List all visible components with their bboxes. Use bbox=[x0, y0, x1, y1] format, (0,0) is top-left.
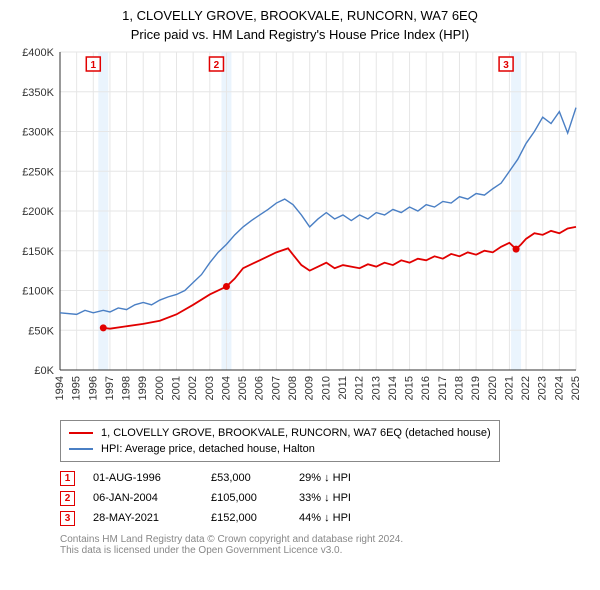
svg-text:£200K: £200K bbox=[22, 206, 54, 218]
title-subtitle: Price paid vs. HM Land Registry's House … bbox=[8, 27, 592, 42]
svg-text:2004: 2004 bbox=[220, 376, 232, 400]
footnote-marker: 3 bbox=[60, 511, 75, 526]
legend-swatch bbox=[69, 448, 93, 450]
svg-text:2011: 2011 bbox=[337, 376, 349, 400]
footnotes: 1 01-AUG-1996 £53,000 29% ↓ HPI 2 06-JAN-2004… bbox=[60, 468, 580, 528]
svg-text:2016: 2016 bbox=[420, 376, 432, 400]
svg-text:2006: 2006 bbox=[254, 376, 266, 400]
svg-text:2018: 2018 bbox=[453, 376, 465, 400]
footnote-date: 28-MAY-2021 bbox=[93, 512, 193, 524]
footnote-price: £105,000 bbox=[211, 492, 281, 504]
footnote-pct: 29% ↓ HPI bbox=[299, 472, 351, 484]
svg-text:£150K: £150K bbox=[22, 246, 54, 258]
svg-text:2017: 2017 bbox=[437, 376, 449, 400]
svg-text:2024: 2024 bbox=[553, 376, 565, 400]
svg-text:2019: 2019 bbox=[470, 376, 482, 400]
footnote-row: 3 28-MAY-2021 £152,000 44% ↓ HPI bbox=[60, 508, 580, 528]
footnote-marker: 1 bbox=[60, 471, 75, 486]
svg-text:2020: 2020 bbox=[487, 376, 499, 400]
footnote-date: 01-AUG-1996 bbox=[93, 472, 193, 484]
svg-text:£400K: £400K bbox=[22, 47, 54, 59]
chart-svg: £0K £50K £100K £150K £200K £250K £300K £350K £40… bbox=[8, 42, 592, 412]
svg-text:£300K: £300K bbox=[22, 127, 54, 139]
svg-text:2022: 2022 bbox=[520, 376, 532, 400]
attribution-line1: Contains HM Land Registry data © Crown c… bbox=[60, 534, 580, 545]
svg-text:2013: 2013 bbox=[370, 376, 382, 400]
legend-swatch bbox=[69, 432, 93, 434]
legend: 1, CLOVELLY GROVE, BROOKVALE, RUNCORN, W… bbox=[60, 420, 500, 462]
svg-text:2010: 2010 bbox=[320, 376, 332, 400]
footnote-row: 1 01-AUG-1996 £53,000 29% ↓ HPI bbox=[60, 468, 580, 488]
svg-text:£100K: £100K bbox=[22, 286, 54, 298]
svg-text:£50K: £50K bbox=[28, 325, 54, 337]
legend-label: 1, CLOVELLY GROVE, BROOKVALE, RUNCORN, W… bbox=[101, 427, 491, 439]
svg-text:2: 2 bbox=[214, 60, 220, 71]
svg-text:2025: 2025 bbox=[570, 376, 582, 400]
svg-text:2001: 2001 bbox=[171, 376, 183, 400]
svg-text:1996: 1996 bbox=[87, 376, 99, 400]
svg-text:2021: 2021 bbox=[503, 376, 515, 400]
svg-text:2000: 2000 bbox=[154, 376, 166, 400]
footnote-date: 06-JAN-2004 bbox=[93, 492, 193, 504]
svg-text:2014: 2014 bbox=[387, 376, 399, 400]
svg-text:2015: 2015 bbox=[404, 376, 416, 400]
title-address: 1, CLOVELLY GROVE, BROOKVALE, RUNCORN, W… bbox=[8, 8, 592, 23]
svg-text:1997: 1997 bbox=[104, 376, 116, 400]
footnote-price: £152,000 bbox=[211, 512, 281, 524]
svg-text:2002: 2002 bbox=[187, 376, 199, 400]
svg-text:1998: 1998 bbox=[121, 376, 133, 400]
footnote-row: 2 06-JAN-2004 £105,000 33% ↓ HPI bbox=[60, 488, 580, 508]
footnote-pct: 44% ↓ HPI bbox=[299, 512, 351, 524]
chart-title: 1, CLOVELLY GROVE, BROOKVALE, RUNCORN, W… bbox=[8, 8, 592, 42]
svg-text:1995: 1995 bbox=[71, 376, 83, 400]
svg-text:3: 3 bbox=[503, 60, 509, 71]
svg-text:£350K: £350K bbox=[22, 87, 54, 99]
svg-text:2009: 2009 bbox=[304, 376, 316, 400]
legend-item: 1, CLOVELLY GROVE, BROOKVALE, RUNCORN, W… bbox=[69, 425, 491, 441]
svg-text:2012: 2012 bbox=[354, 376, 366, 400]
svg-text:1999: 1999 bbox=[137, 376, 149, 400]
svg-text:1994: 1994 bbox=[54, 376, 66, 400]
attribution: Contains HM Land Registry data © Crown c… bbox=[60, 534, 580, 556]
svg-text:£250K: £250K bbox=[22, 166, 54, 178]
footnote-price: £53,000 bbox=[211, 472, 281, 484]
svg-text:2005: 2005 bbox=[237, 376, 249, 400]
svg-text:2007: 2007 bbox=[270, 376, 282, 400]
svg-text:2008: 2008 bbox=[287, 376, 299, 400]
attribution-line2: This data is licensed under the Open Gov… bbox=[60, 545, 580, 556]
legend-item: HPI: Average price, detached house, Halt… bbox=[69, 441, 491, 457]
svg-text:2003: 2003 bbox=[204, 376, 216, 400]
footnote-marker: 2 bbox=[60, 491, 75, 506]
svg-text:1: 1 bbox=[91, 60, 97, 71]
svg-text:2023: 2023 bbox=[537, 376, 549, 400]
svg-text:£0K: £0K bbox=[34, 365, 54, 377]
footnote-pct: 33% ↓ HPI bbox=[299, 492, 351, 504]
line-chart: £0K £50K £100K £150K £200K £250K £300K £350K £40… bbox=[8, 42, 592, 412]
legend-label: HPI: Average price, detached house, Halt… bbox=[101, 443, 315, 455]
